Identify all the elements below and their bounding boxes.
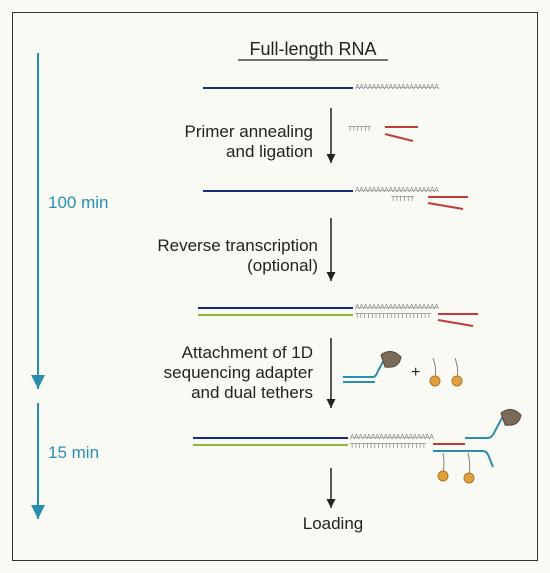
tether-icon [464, 473, 474, 483]
svg-text:+: + [411, 364, 420, 381]
step-4-label: Attachment of 1D sequencing adapter and … [164, 343, 314, 402]
time-label-1: 100 min [48, 193, 108, 212]
adapter-reagent: + [343, 351, 462, 386]
svg-text:and dual tethers: and dual tethers [191, 383, 313, 402]
svg-text:TTTTTT: TTTTTT [348, 126, 372, 133]
svg-text:sequencing adapter: sequencing adapter [164, 363, 314, 382]
svg-text:TTTTTT: TTTTTT [391, 196, 415, 203]
primer-reagent: TTTTTT [348, 126, 418, 141]
motor-icon [381, 351, 401, 367]
time-label-2: 15 min [48, 443, 99, 462]
attached-tether-1 [438, 453, 448, 481]
svg-text:AAAAAAAAAAAAAAAAAAAA: AAAAAAAAAAAAAAAAAAAA [350, 434, 434, 441]
step-3-molecule: AAAAAAAAAAAAAAAAAAAA TTTTTTTTTTTTTTTTTTT… [198, 304, 478, 326]
step-2-label: Primer annealing and ligation [184, 122, 313, 161]
polya-tail: AAAAAAAAAAAAAAAAAAAA [355, 84, 439, 91]
tether-icon [452, 376, 462, 386]
diagram-frame: 100 min 15 min Full-length RNA AAAAAAAAA… [12, 12, 538, 561]
time-axis: 100 min 15 min [38, 53, 108, 519]
tether-reagent-2 [452, 358, 462, 386]
step-4-molecule: AAAAAAAAAAAAAAAAAAAA TTTTTTTTTTTTTTTTTTT… [193, 409, 521, 483]
tether-icon [438, 471, 448, 481]
step-3-label: Reverse transcription (optional) [157, 236, 318, 275]
svg-text:Primer annealing: Primer annealing [184, 122, 313, 141]
svg-text:Full-length RNA: Full-length RNA [249, 39, 376, 59]
svg-text:Reverse transcription: Reverse transcription [157, 236, 318, 255]
svg-text:and ligation: and ligation [226, 142, 313, 161]
svg-text:TTTTTTTTTTTTTTTTTTTT: TTTTTTTTTTTTTTTTTTTT [355, 313, 432, 320]
svg-text:AAAAAAAAAAAAAAAAAAAA: AAAAAAAAAAAAAAAAAAAA [355, 187, 439, 194]
diagram-svg: 100 min 15 min Full-length RNA AAAAAAAAA… [13, 13, 539, 562]
svg-text:(optional): (optional) [247, 256, 318, 275]
tether-icon [430, 376, 440, 386]
tether-reagent-1 [430, 358, 440, 386]
attached-tether-2 [464, 453, 474, 483]
step-1-title: Full-length RNA [238, 39, 388, 60]
svg-text:AAAAAAAAAAAAAAAAAAAA: AAAAAAAAAAAAAAAAAAAA [355, 304, 439, 311]
step-1-molecule: AAAAAAAAAAAAAAAAAAAA [203, 84, 439, 91]
svg-text:Attachment of 1D: Attachment of 1D [182, 343, 313, 362]
diagram-container: 100 min 15 min Full-length RNA AAAAAAAAA… [0, 0, 550, 573]
motor-icon [501, 409, 521, 425]
step-2-molecule: AAAAAAAAAAAAAAAAAAAA TTTTTT [203, 187, 468, 209]
svg-text:TTTTTTTTTTTTTTTTTTTT: TTTTTTTTTTTTTTTTTTTT [350, 443, 427, 450]
loading-label: Loading [303, 514, 364, 533]
